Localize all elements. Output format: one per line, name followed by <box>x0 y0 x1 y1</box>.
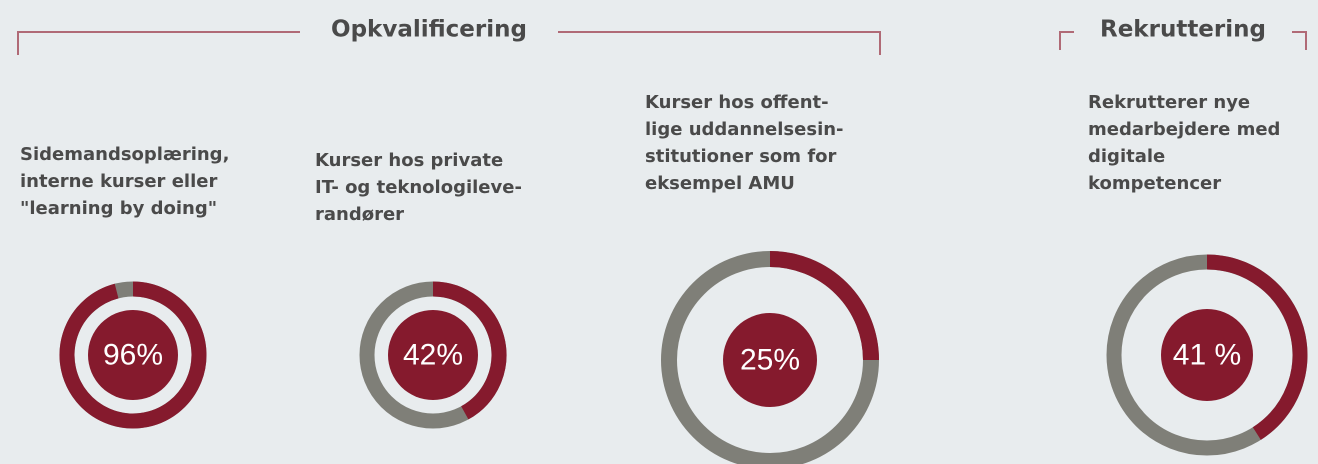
section-title: Opkvalificering <box>331 17 527 43</box>
section-bracket <box>1292 31 1307 50</box>
chart-title: Sidemandsoplæring, <box>20 144 229 165</box>
chart-title: randører <box>315 204 404 225</box>
value-label: 96% <box>103 339 163 372</box>
section-bracket <box>558 31 881 55</box>
section-bracket <box>1059 31 1074 50</box>
donut-arc <box>432 281 507 420</box>
donut-arc <box>59 281 207 429</box>
donut-arc <box>1206 254 1308 440</box>
value-label: 25% <box>740 344 800 377</box>
chart-title: digitale <box>1088 146 1165 167</box>
donut-center <box>1161 309 1253 401</box>
chart-title: "learning by doing" <box>20 198 217 219</box>
chart-title: lige uddannelsesin- <box>645 119 844 140</box>
chart-title: interne kurser eller <box>20 171 217 192</box>
donut-arc <box>769 251 879 361</box>
section-bracket <box>17 31 300 55</box>
value-label: 42% <box>403 339 463 372</box>
chart-title: Kurser hos private <box>315 150 503 171</box>
chart-title: medarbejdere med <box>1088 119 1280 140</box>
donut-center <box>723 313 817 407</box>
chart-title: stitutioner som for <box>645 146 837 167</box>
donut-center <box>88 310 178 400</box>
chart-title: IT- og teknologileve- <box>315 177 522 198</box>
chart-title: Kurser hos offent- <box>645 92 829 113</box>
chart-title: eksempel AMU <box>645 173 795 194</box>
value-label: 41 % <box>1173 339 1241 372</box>
section-title: Rekruttering <box>1100 17 1266 43</box>
donut-center <box>388 310 478 400</box>
chart-title: kompetencer <box>1088 173 1221 194</box>
chart-title: Rekrutterer nye <box>1088 92 1250 113</box>
